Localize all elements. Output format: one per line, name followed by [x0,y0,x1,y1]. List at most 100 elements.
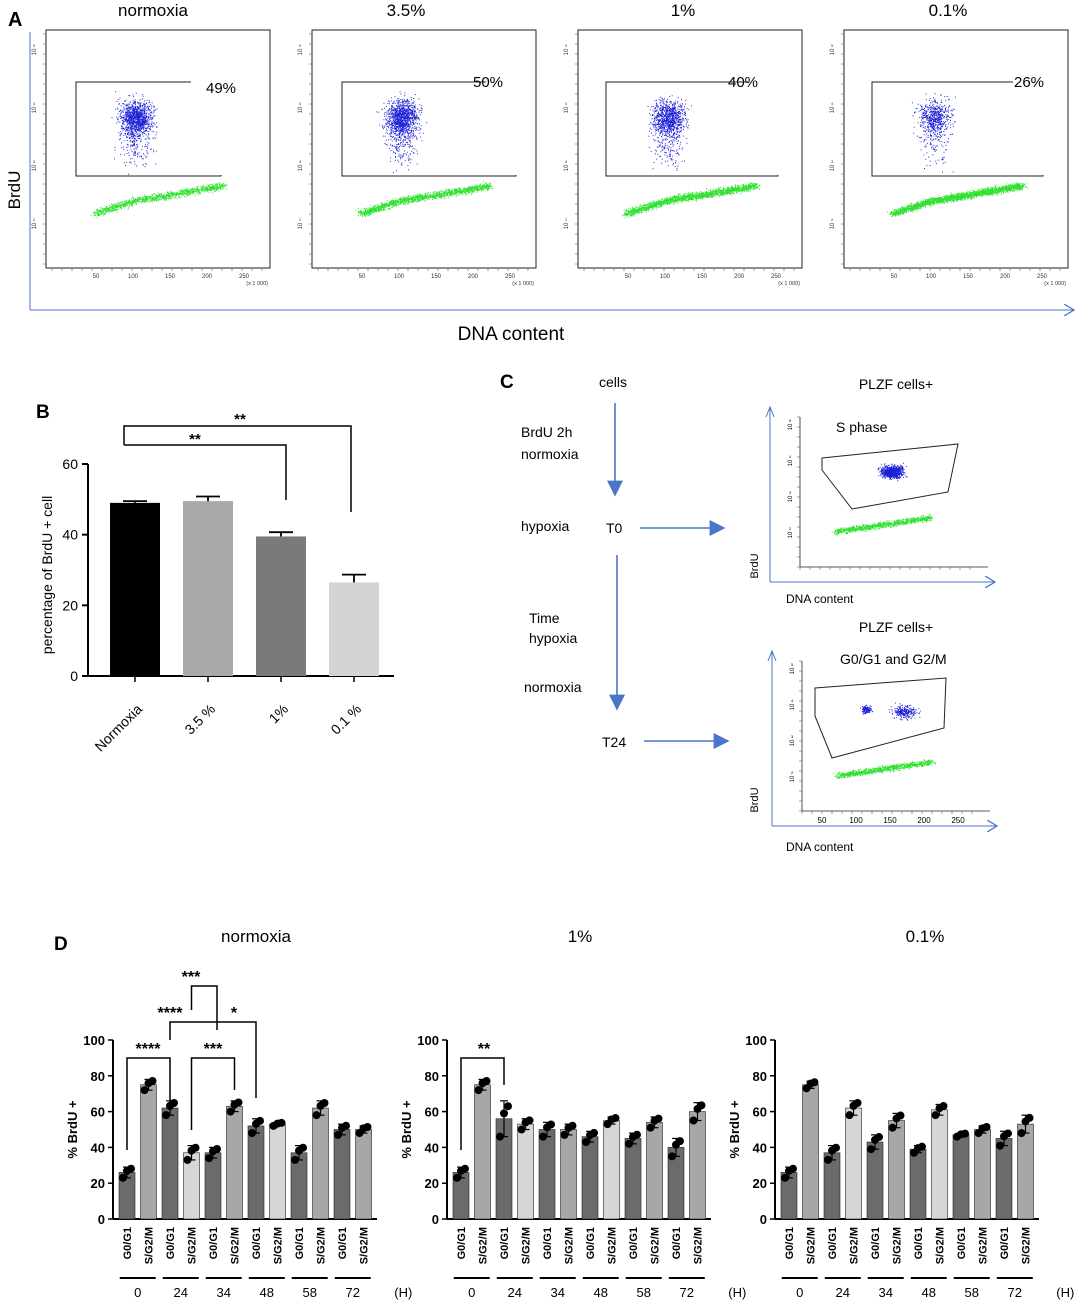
c-y-tick-label: 10 [788,495,794,502]
flow-plot-1: 1% 40% 50 100 150 200 250(x 1 000)1051041031… [564,1,803,287]
flow-plot-s-phase: PLZF cells+ S phase BrdU DNA content 105… [749,376,995,606]
flow-c-title: PLZF cells+ [859,619,933,635]
d-group-label: 58 [303,1285,317,1300]
flow-c-ylabel: BrdU [749,787,761,812]
d-replicate-dot [162,1111,170,1120]
d-x-tick-label: S/G2/M [564,1227,576,1264]
d-sig-brackets [126,985,505,1150]
d-x-tick-label: S/G2/M [316,1227,328,1264]
y-tick-exp: 4 [831,101,834,106]
panel-a-x-label: DNA content [458,324,565,345]
y-tick-label: 10 [32,106,38,113]
d-bracket [190,1057,236,1130]
step-hypoxia: hypoxia [521,518,569,534]
d-group-label: 34 [217,1285,231,1300]
c-blue-events [859,702,921,721]
bar-chart-b: 0 20 40 60 Normoxia 3.5 % 1% 0.1 % [62,425,394,754]
d-y-tick-label: 100 [745,1033,767,1048]
d-y-tick-label: 20 [753,1176,767,1191]
c-x-tick-label: 200 [917,816,931,825]
d-x-tick-label: S/G2/M [849,1227,861,1264]
d-x-tick-label: G0/G1 [542,1227,554,1259]
d-replicate-dot [697,1101,706,1110]
d-y-tick-label: 100 [83,1033,105,1048]
flow-title: 1% [671,1,696,20]
y-tick-label: 10 [32,48,38,55]
bar [329,582,379,676]
c-y-tick-exp: 3 [789,490,792,495]
y-tick-label: 10 [830,222,836,229]
d-replicate-dot [474,1086,483,1095]
d-bar [952,1134,970,1220]
d-bar [140,1084,157,1220]
d-replicate-dot [845,1111,854,1120]
x-tick-label: 50 [891,274,898,280]
d-replicate-dot [312,1111,321,1120]
d-replicate-dot [453,1173,461,1182]
d-x-tick-label: S/G2/M [273,1227,285,1264]
y-tick-label: 10 [298,164,304,171]
y-tick-exp: 3 [299,159,302,164]
d-bar [474,1084,491,1220]
step-cells: cells [599,374,627,390]
step-normoxia: normoxia [521,446,579,462]
y-tick-exp: 3 [33,159,36,164]
d-bar [269,1123,286,1220]
d-bar [581,1136,599,1220]
y-tick-label: 10 [830,48,836,55]
d-chart: % BrdU + 0 20 40 60 80 100 G0/G1 S/G2/M G0/G1 S/G2… [399,1033,746,1300]
d-bar [845,1107,862,1220]
d-group-label: 72 [680,1285,694,1300]
d-group-label: 48 [260,1285,274,1300]
bar [256,536,306,676]
x-tick-label: 250 [239,274,250,280]
d-replicate-dot [867,1145,875,1154]
d-group-label: 24 [508,1285,522,1300]
d-group-label: 48 [922,1285,936,1300]
d-replicate-dot [824,1155,832,1164]
d-replicate-dot [127,1164,135,1173]
x-tick-label: 100 [128,274,139,280]
step-brdu: BrdU 2h [521,424,572,440]
panel-d: D normoxia 1% 0.1% % BrdU + 0 20 40 60 80 100 G… [54,927,1074,1300]
c-x-tick-label: 100 [849,816,863,825]
y-tick-exp: 2 [565,217,568,222]
y-tick-exp: 2 [299,217,302,222]
d-bar [312,1107,329,1220]
d-bracket [213,1021,257,1098]
x-tick-label: 100 [394,274,405,280]
c-y-tick-label: 10 [788,531,794,538]
y-tick-label: 10 [830,106,836,113]
d-replicate-dot [789,1164,797,1173]
sig-d-1: *** [182,969,201,986]
d-y-tick-label: 20 [425,1176,439,1191]
blue-events [111,91,158,175]
blue-events [911,93,956,173]
green-events [621,182,761,219]
d-replicate-dot [342,1121,350,1130]
d-x-tick-label: S/G2/M [978,1227,990,1264]
gate-label: G0/G1 and G2/M [840,651,947,667]
d-y-tick-label: 0 [98,1212,105,1227]
d-charts: % BrdU + 0 20 40 60 80 100 G0/G1 S/G2/M G0/G1 S/G2… [65,985,1074,1300]
d-y-tick-label: 40 [425,1140,439,1155]
sig-d-4: **** [136,1041,162,1058]
x-tick-label: 250 [505,274,516,280]
gate-percentage: 26% [1014,74,1044,91]
d-bar [204,1152,222,1220]
flow-c-xlabel: DNA content [786,592,854,606]
d-chart: % BrdU + 0 20 40 60 80 100 G0/G1 S/G2/M G0/G1 S/G2… [727,1033,1074,1300]
x-tick-label: 0.1 % [327,701,364,738]
x-tick-label: 200 [202,274,213,280]
y-tick-label: 10 [564,48,570,55]
d-y-tick-label: 100 [417,1033,439,1048]
x-tick-label: 100 [926,274,937,280]
d-group-label: 0 [134,1285,141,1300]
y-tick-exp: 5 [299,43,302,48]
d-group-label: 24 [836,1285,850,1300]
d-bar [517,1123,534,1220]
x-tick-label: 50 [625,274,632,280]
d-x-tick-label: G0/G1 [294,1227,306,1259]
d-replicate-dot [363,1122,372,1131]
d-replicate-dot [496,1132,504,1141]
